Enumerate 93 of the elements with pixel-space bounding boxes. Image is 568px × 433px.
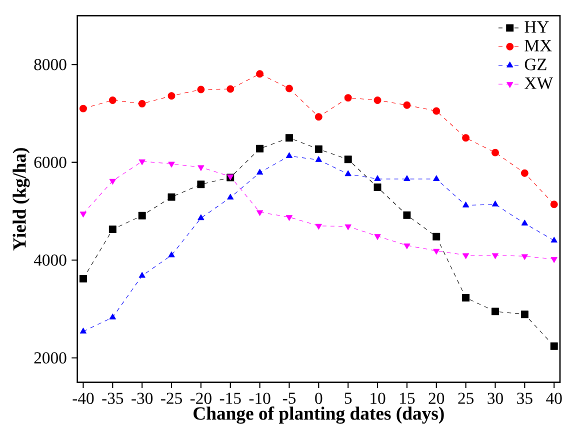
point [138,100,146,108]
point [168,251,175,258]
point [520,310,528,318]
point [462,253,470,259]
point [285,134,293,142]
point [80,212,86,218]
point [79,104,87,112]
x-tick-label: -10 [249,392,270,404]
point [344,94,352,102]
x-tick-label: 15 [400,392,415,404]
point [344,156,352,164]
x-tick-label: -20 [190,392,212,404]
point [315,156,322,162]
point [374,184,382,192]
point [433,248,440,255]
point [314,145,322,153]
y-tick-label: 6000 [34,156,66,168]
point [521,254,528,260]
point [286,152,293,158]
point [404,243,410,250]
x-tick-label: -25 [161,392,182,404]
x-tick-label: 10 [370,392,386,404]
point [404,175,410,181]
point [256,70,264,78]
point [374,234,381,240]
x-axis-title: Change of planting dates (days) [194,406,444,424]
point [168,162,175,168]
x-tick-label: 35 [517,392,532,404]
point [285,84,293,92]
point [198,165,204,171]
point [550,257,558,263]
x-tick-label: 5 [344,392,352,404]
point [433,175,440,181]
y-tick-label: 4000 [34,254,66,266]
point [227,194,234,200]
point [109,314,116,320]
point [432,232,440,240]
point [197,180,205,188]
point [138,212,146,220]
point [550,236,558,243]
point [344,224,352,230]
point [492,253,499,259]
point [256,168,264,175]
point [403,101,411,109]
point [314,113,322,121]
legend-label: HY [524,21,549,33]
point [108,226,116,234]
x-tick-label: 0 [315,392,322,404]
point [492,200,499,206]
point [286,215,293,221]
point [462,134,470,142]
x-tick-label: 40 [546,392,562,404]
x-tick-label: 25 [458,392,474,404]
point [520,169,528,177]
point [462,202,470,208]
point [462,294,470,302]
point [226,85,234,93]
point [79,274,87,282]
legend-label: GZ [524,58,546,70]
x-tick-label: -15 [220,392,241,404]
point [109,178,116,185]
point [550,200,558,208]
point [256,210,264,216]
x-tick-label: -35 [102,392,124,404]
point [138,159,146,166]
point [80,328,86,334]
point [492,148,499,156]
point [168,193,176,201]
point [374,175,381,181]
point [197,86,205,94]
point [492,308,499,316]
y-axis-title: Yield (kg/ha) [12,148,30,250]
legend-label: MX [524,40,552,52]
point [550,342,558,350]
point [256,144,264,152]
point [108,96,116,104]
legend-label: XW [524,77,554,90]
x-tick-label: -40 [72,392,94,404]
x-tick-label: 30 [488,392,503,404]
y-tick-label: 8000 [34,58,66,70]
point [344,170,352,176]
x-tick-label: -5 [282,392,296,404]
point [521,220,528,226]
y-tick-label: 2000 [34,352,66,364]
point [138,272,146,278]
point [432,107,440,115]
x-tick-label: 20 [428,392,444,404]
point [403,211,411,219]
point [315,224,322,230]
point [168,92,176,100]
x-tick-label: -30 [132,392,153,404]
point [374,96,382,104]
point [198,214,204,220]
